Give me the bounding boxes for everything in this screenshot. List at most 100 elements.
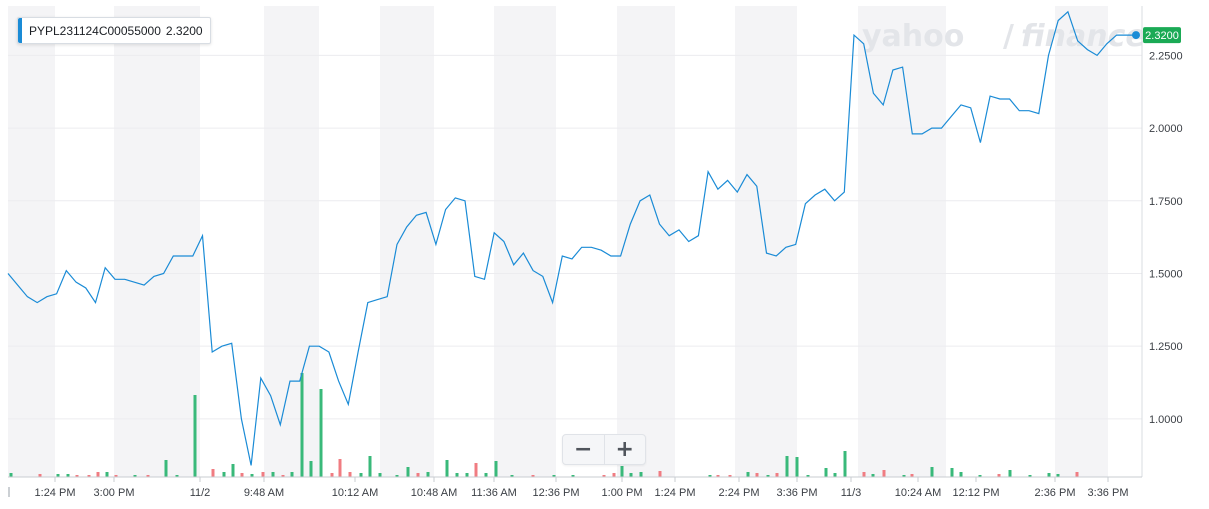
volume-bar [639,472,643,477]
y-tick-label: 1.2500 [1149,341,1183,353]
volume-bar [378,473,382,477]
volume-bar [620,466,624,477]
volume-bar [755,473,759,477]
volume-bar [290,472,294,477]
volume-bar [871,474,875,477]
volume-bar [66,474,70,477]
session-band [264,6,319,477]
volume-bar [824,468,828,477]
volume-bar [319,389,323,477]
x-tick-label: 9:48 AM [244,487,284,499]
volume-bar [510,475,514,477]
volume-bar [38,474,42,477]
volume-bar [240,473,244,477]
volume-bar [164,460,168,477]
volume-bar [455,473,459,477]
volume-bar [330,473,334,477]
y-tick-label: 1.7500 [1149,196,1183,208]
price-series-line [7,10,1136,466]
volume-bar [175,475,179,477]
zoom-in-button[interactable]: + [603,435,646,464]
session-band [1055,6,1108,477]
volume-bar [795,457,799,477]
volume-bar [862,472,866,477]
session-band [114,6,200,477]
volume-bar [571,475,575,477]
volume-bar [658,471,662,477]
volume-bar [211,469,215,477]
volume-bar [1028,475,1032,477]
volume-bar [910,474,914,477]
x-tick-label: 10:12 AM [332,487,378,499]
volume-bar [222,472,226,477]
grid-lines [8,54,1142,420]
volume-bar [746,472,750,477]
volume-bar [1075,472,1079,477]
volume-bar [250,474,254,477]
volume-bar [1047,473,1051,477]
volume-bar [395,475,399,477]
zoom-out-button[interactable]: − [563,435,604,464]
series-legend[interactable]: PYPL231124C00055000 2.3200 [17,17,211,44]
volume-bar [716,475,720,477]
volume-bar [902,475,906,477]
volume-bar [271,472,275,477]
volume-bar [1056,474,1060,477]
volume-bar [56,474,60,477]
volume-bar [882,470,886,477]
volume-bar [445,460,449,477]
volume-bar [75,475,79,477]
volume-bar [484,473,488,477]
session-band [735,6,797,477]
volume-bar [114,475,118,477]
x-tick-label: 10:24 AM [895,487,941,499]
volume-bar [231,464,235,477]
session-band [617,6,675,477]
last-price-label: 2.3200 [1145,30,1179,42]
x-tick-label: 11/2 [190,487,211,499]
x-tick-label: 1:24 PM [655,487,696,499]
volume-bar [133,475,137,477]
x-tick-label: 10:48 AM [411,487,457,499]
volume-bar [146,475,150,477]
volume-bar [474,463,478,477]
volume-bar [300,373,304,477]
volume-bars [9,373,1079,477]
x-tick-label: 2:24 PM [719,487,760,499]
legend-color-swatch [18,18,22,43]
x-tick-label: 2:36 PM [1035,487,1076,499]
volume-bar [959,472,963,477]
session-band [858,6,946,477]
volume-bar [309,461,313,477]
last-price-dot [1132,31,1140,40]
watermark-slash: / [1003,19,1014,54]
legend-symbol: PYPL231124C00055000 [29,23,161,38]
volume-bar [465,473,469,477]
session-band [380,6,434,477]
volume-bar [406,467,410,477]
x-tick-label: 11/3 [841,487,862,499]
x-tick-label: 12:12 PM [952,487,999,499]
watermark-yahoo: yahoo [862,19,964,54]
volume-bar [96,472,100,477]
x-axis: 1:24 PM 3:00 PM 11/2 9:48 AM 10:12 AM 10:48 A… [8,477,1129,499]
y-tick-label: 2.2500 [1149,50,1183,62]
volume-bar [785,456,789,477]
volume-bar [281,475,285,477]
volume-bar [105,472,109,477]
x-tick-label: 3:36 PM [1088,487,1129,499]
volume-bar [612,473,616,477]
volume-bar [359,473,363,477]
volume-bar [728,475,732,477]
y-tick-label: 1.5000 [1149,268,1183,280]
volume-bar [950,468,954,477]
watermark-logo: yahoo / finance [862,19,1146,54]
volume-bar [338,459,342,477]
volume-bar [602,475,606,477]
y-tick-label: 2.0000 [1149,123,1183,135]
volume-bar [426,472,430,477]
x-tick-label: 1:00 PM [602,487,643,499]
volume-bar [766,475,770,477]
volume-bar [978,475,982,477]
